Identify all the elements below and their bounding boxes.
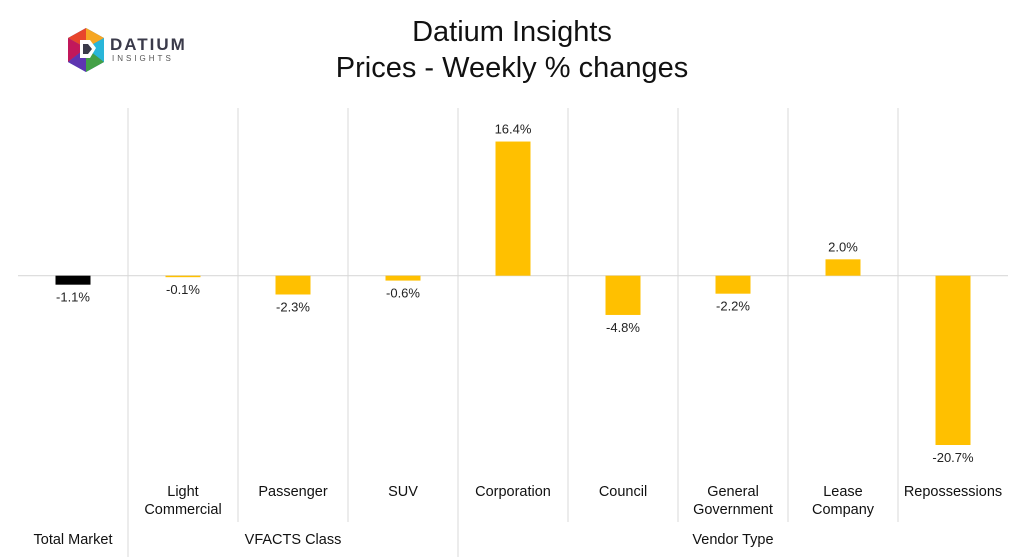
category-label: Government [693, 502, 773, 518]
data-label: -0.1% [166, 282, 200, 297]
data-label: 16.4% [495, 122, 532, 137]
bar-repossessions [935, 275, 971, 446]
data-label: -20.7% [932, 450, 974, 465]
category-label: General [707, 484, 759, 500]
category-label: Commercial [144, 502, 221, 518]
datium-logo-icon [68, 28, 104, 72]
category-label: Passenger [258, 484, 327, 500]
category-label: Total Market [34, 532, 113, 548]
bar-total-market [55, 275, 91, 285]
category-label: Council [599, 484, 647, 500]
data-label: -2.3% [276, 299, 310, 314]
category-label: Lease [823, 484, 863, 500]
bar-corporation [495, 141, 531, 276]
data-label: -1.1% [56, 290, 90, 305]
datium-logo: DATIUM INSIGHTS [66, 26, 206, 78]
data-label: -2.2% [716, 299, 750, 314]
logo-wordmark: DATIUM [110, 35, 187, 54]
bar-suv [385, 275, 421, 281]
bar-lease-company [825, 259, 861, 276]
chart-subtitle: Prices - Weekly % changes [335, 52, 689, 84]
group-label: VFACTS Class [245, 532, 342, 548]
category-label: Corporation [475, 484, 551, 500]
category-label: Company [812, 502, 875, 518]
category-label: Repossessions [904, 484, 1002, 500]
category-label: Light [167, 484, 198, 500]
data-label: -0.6% [386, 286, 420, 301]
group-label: Vendor Type [692, 532, 773, 548]
bar-passenger [275, 275, 311, 295]
data-label: -4.8% [606, 320, 640, 335]
bar-general-government [715, 275, 751, 294]
data-label: 2.0% [828, 239, 858, 254]
chart-title-block: Datium Insights Prices - Weekly % change… [0, 14, 1024, 86]
bar-light-commercial [165, 275, 201, 278]
bar-council [605, 275, 641, 315]
logo-subtext: INSIGHTS [112, 54, 174, 63]
chart-title: Datium Insights [412, 16, 612, 48]
category-label: SUV [388, 484, 418, 500]
